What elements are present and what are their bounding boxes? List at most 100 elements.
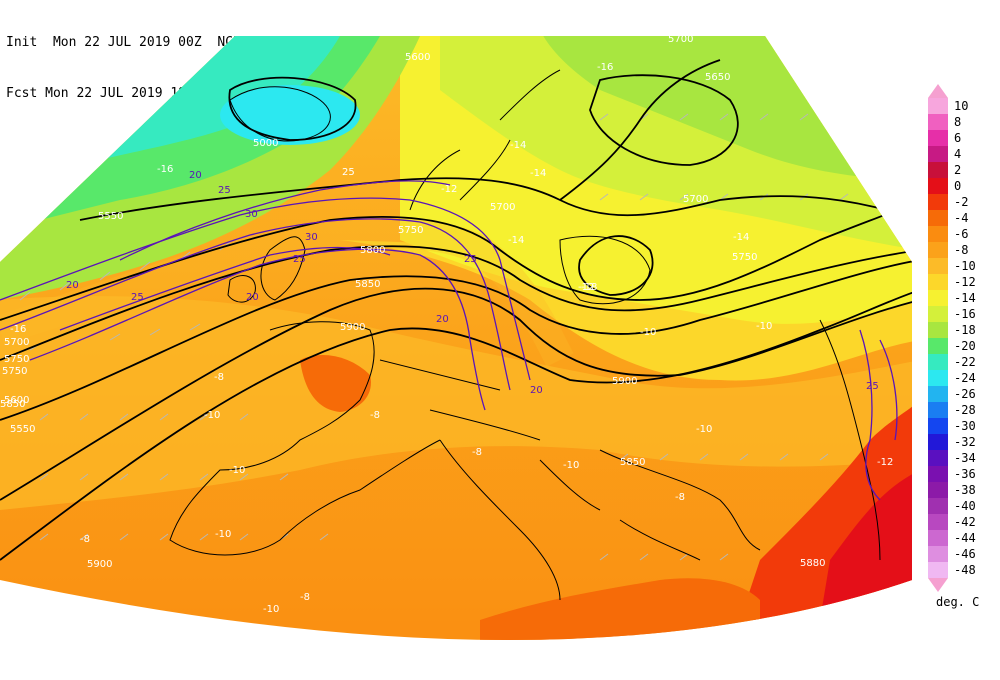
legend-label: -2 [954, 195, 969, 209]
temperature-label: -12 [578, 282, 594, 293]
legend-swatch [928, 210, 948, 226]
temperature-label: -12 [441, 184, 457, 195]
legend-swatch [928, 162, 948, 178]
temperature-label: -16 [10, 324, 26, 335]
legend-swatch [928, 482, 948, 498]
legend-label: -36 [954, 467, 976, 481]
coastlines [169, 69, 881, 601]
contour-labels: 5550 5600 5650 5700 5700 5700 5750 5750 … [0, 34, 893, 665]
height-label: 5550 [10, 424, 35, 435]
wind-label: 25 [464, 254, 477, 265]
height-label: 5900 [612, 376, 637, 387]
height-label: 5750 [2, 366, 27, 377]
wind-label: 20 [189, 170, 202, 181]
height-label: 5800 [360, 245, 385, 256]
legend-swatch [928, 386, 948, 402]
wind-label: 20 [436, 314, 449, 325]
legend-swatch [928, 178, 948, 194]
wind-label: 25 [131, 292, 144, 303]
legend-swatch [928, 498, 948, 514]
legend-label: 6 [954, 131, 962, 145]
wind-label: 20 [66, 280, 79, 291]
height-label: 5900 [340, 322, 365, 333]
temperature-label: -10 [215, 529, 231, 540]
temperature-label: -8 [80, 534, 90, 545]
legend-swatch [928, 258, 948, 274]
temperature-label: -8 [370, 410, 380, 421]
legend-label: -28 [954, 403, 976, 417]
temperature-label: -8 [300, 592, 310, 603]
temperature-shading [0, 36, 912, 640]
legend-swatch [928, 434, 948, 450]
legend-swatch [928, 226, 948, 242]
legend-swatch [928, 130, 948, 146]
height-label: 5550 [98, 211, 123, 222]
legend-label: -48 [954, 563, 976, 577]
height-label: 5850 [620, 457, 645, 468]
wind-label: 20 [530, 385, 543, 396]
legend-label: -14 [954, 291, 976, 305]
temperature-label: -8 [537, 654, 547, 665]
legend-label: -4 [954, 211, 969, 225]
legend-swatch [928, 354, 948, 370]
wind-contours [0, 180, 898, 501]
temperature-label: -14 [530, 168, 546, 179]
temperature-label: -14 [733, 232, 749, 243]
legend-swatch [928, 146, 948, 162]
height-contours [0, 59, 912, 561]
legend-swatch [928, 546, 948, 562]
height-label: 5700 [490, 202, 515, 213]
wind-label: 20 [246, 292, 259, 303]
legend-label: -18 [954, 323, 976, 337]
legend-swatch [928, 114, 948, 130]
height-label: 5700 [683, 194, 708, 205]
wind-label: 30 [245, 209, 258, 220]
temperature-label: -10 [229, 465, 245, 476]
legend-unit: deg. C [936, 595, 980, 609]
temperature-label: -14 [510, 140, 526, 151]
legend-label: -42 [954, 515, 976, 529]
legend-bottom-arrow [928, 578, 948, 592]
wind-label: 30 [305, 232, 318, 243]
legend-label: -26 [954, 387, 976, 401]
legend-label: 10 [954, 99, 969, 113]
legend-swatch [928, 306, 948, 322]
height-label: 5750 [732, 252, 757, 263]
legend-swatch [928, 274, 948, 290]
temperature-label: -10 [563, 460, 579, 471]
legend-label: 2 [954, 163, 962, 177]
legend-label: -40 [954, 499, 976, 513]
wind-label: 25 [293, 254, 306, 265]
temperature-label: -8 [214, 372, 224, 383]
temperature-label: -16 [157, 164, 173, 175]
height-label: 5650 [705, 72, 730, 83]
wind-barbs [19, 113, 849, 561]
height-label: 5700 [668, 34, 693, 45]
legend-label: -20 [954, 339, 976, 353]
wind-label: 25 [342, 167, 355, 178]
legend-swatch [928, 370, 948, 386]
height-label: 5750 [4, 354, 29, 365]
height-label: 5000 [253, 138, 278, 149]
temperature-label: -12 [877, 457, 893, 468]
temperature-label: -10 [204, 410, 220, 421]
legend-swatch [928, 514, 948, 530]
legend-swatch [928, 98, 948, 114]
temperature-label: -8 [675, 492, 685, 503]
temperature-label: -10 [640, 327, 656, 338]
temperature-label: -18 [581, 282, 597, 293]
wind-label: 25 [866, 381, 879, 392]
temperature-label: -10 [696, 424, 712, 435]
legend-swatch [928, 562, 948, 578]
legend-label: -16 [954, 307, 976, 321]
height-label: 5600 [405, 52, 430, 63]
legend-swatch [928, 322, 948, 338]
legend-swatch [928, 402, 948, 418]
legend-label: -24 [954, 371, 976, 385]
temperature-label: -16 [597, 62, 613, 73]
legend-swatch [928, 290, 948, 306]
legend-swatch [928, 194, 948, 210]
legend-label: 0 [954, 179, 962, 193]
legend-label: -44 [954, 531, 976, 545]
height-label: 5750 [398, 225, 423, 236]
